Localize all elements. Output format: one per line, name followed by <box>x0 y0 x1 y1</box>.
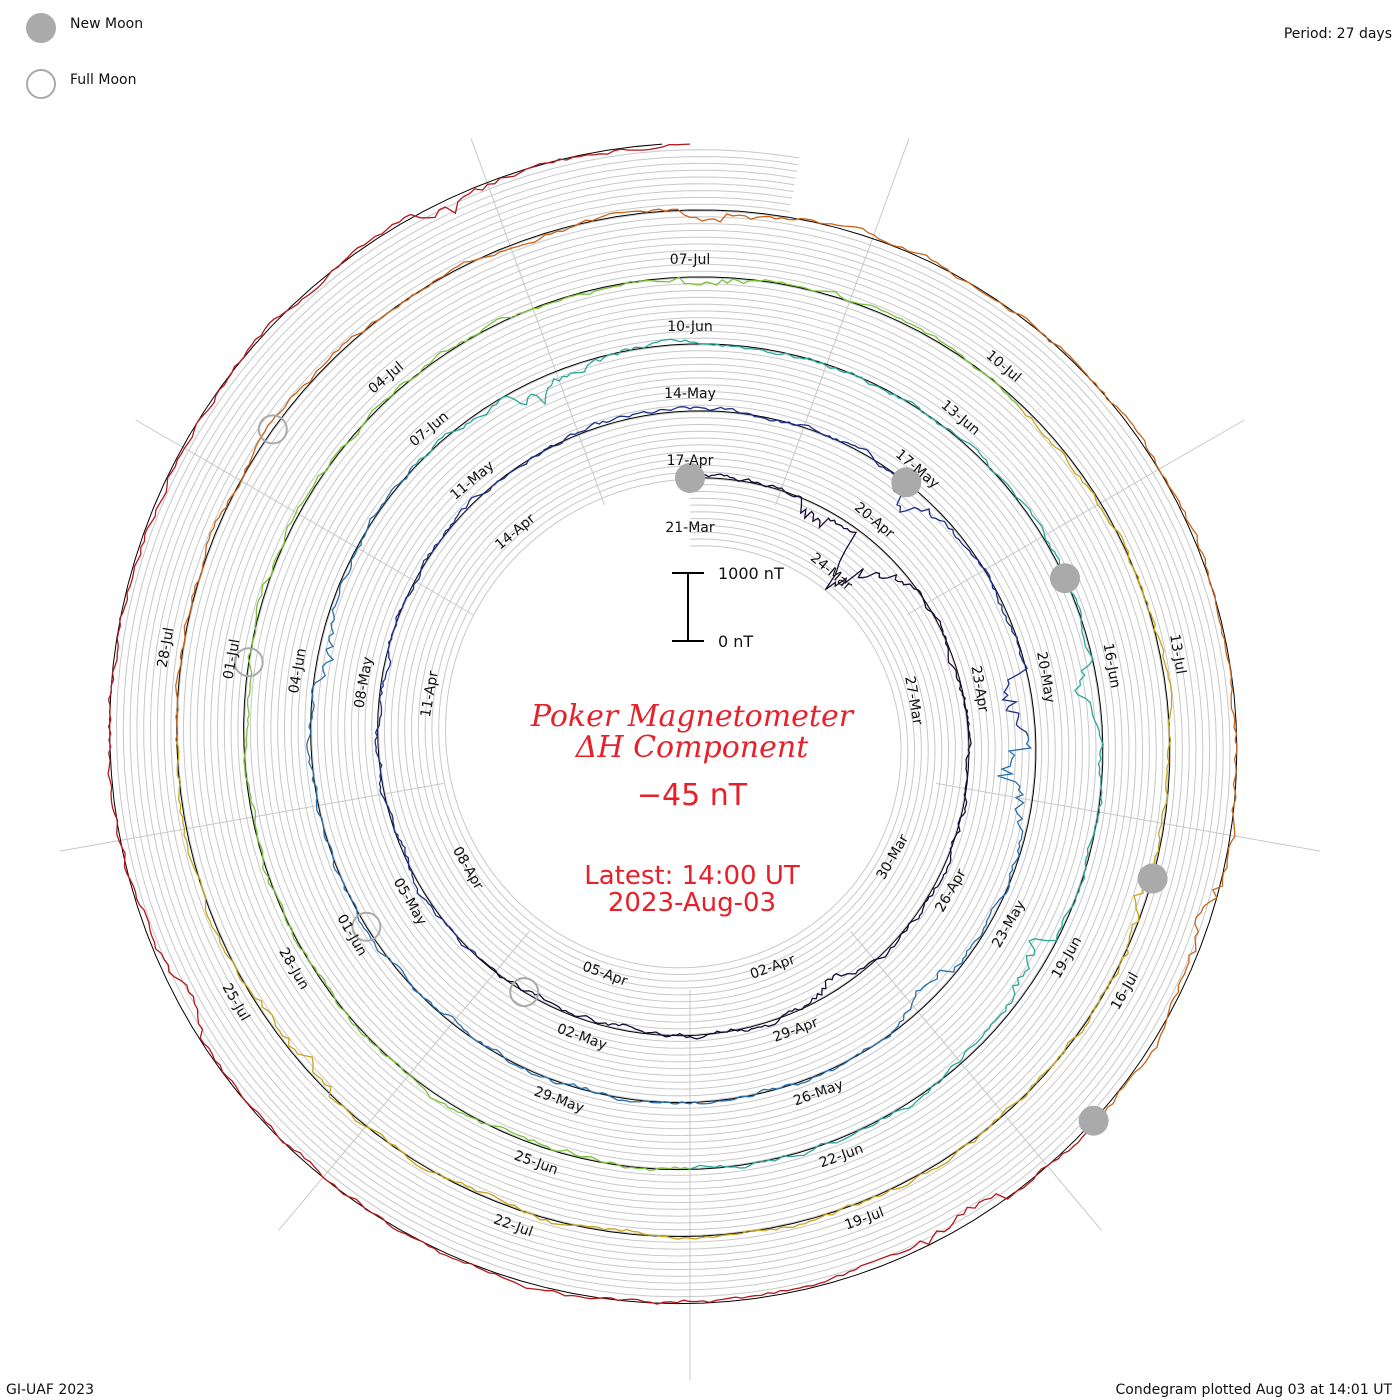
footer-credit: GI-UAF 2023 <box>6 1382 94 1398</box>
date-label: 17-Apr <box>667 453 714 469</box>
new-moon-icon <box>26 13 56 43</box>
full-moon-marker <box>257 414 288 445</box>
scale-bottom-label: 0 nT <box>718 632 753 651</box>
full-moon-marker <box>351 911 382 942</box>
grid-line <box>115 149 1231 1298</box>
radial-spoke <box>135 419 474 616</box>
baseline-spiral <box>109 143 1238 1305</box>
trace-segment <box>306 465 1033 1105</box>
date-label: 29-Apr <box>771 1015 821 1046</box>
date-label: 11-Apr <box>418 669 442 718</box>
date-label: 21-Mar <box>665 520 715 536</box>
full-moon-marker <box>233 647 264 678</box>
date-label: 14-May <box>664 386 716 402</box>
trace-segment <box>374 406 1029 957</box>
trace-segment <box>107 143 1088 1305</box>
radial-spoke <box>850 931 1102 1231</box>
date-label: 13-Jul <box>1166 633 1189 676</box>
radial-spoke <box>775 138 910 506</box>
period-label: Period: 27 days <box>1284 26 1392 42</box>
full-moon-label: Full Moon <box>70 72 136 88</box>
date-label: 07-Jul <box>670 252 711 268</box>
radial-spoke <box>278 931 530 1231</box>
grid-line <box>163 196 1183 1250</box>
full-moon-icon <box>26 69 56 99</box>
date-label: 28-Jul <box>155 626 178 669</box>
new-moon-label: New Moon <box>70 16 143 32</box>
grid-line <box>143 176 1204 1271</box>
date-label: 10-Jun <box>667 319 713 335</box>
grid-line <box>129 162 1217 1284</box>
date-label: 27-Mar <box>901 675 925 727</box>
grid-line <box>136 169 1211 1277</box>
scale-top-label: 1000 nT <box>718 564 784 583</box>
date-label: 20-May <box>1033 650 1058 704</box>
latest-date: 2023-Aug-03 <box>608 888 776 918</box>
chart-title: Poker Magnetometer <box>530 699 855 734</box>
radial-spoke <box>936 782 1321 852</box>
new-moon-marker <box>1137 863 1168 894</box>
grid-line <box>122 156 1224 1291</box>
spiral-grid <box>115 149 1231 1298</box>
radial-spoke <box>59 782 444 852</box>
spiral-baseline <box>109 143 1238 1305</box>
footer-plot-time: Condegram plotted Aug 03 at 14:01 UT <box>1116 1382 1393 1398</box>
date-label: 07-Jun <box>407 409 452 451</box>
radial-spokes <box>59 138 1321 1380</box>
new-moon-marker <box>891 467 922 498</box>
trace-segment <box>243 276 1020 1172</box>
new-moon-marker <box>1050 563 1080 594</box>
grid-line <box>177 210 1170 1237</box>
full-moon-marker <box>509 977 540 1008</box>
grid-line <box>149 183 1197 1264</box>
magnetometer-traces <box>107 143 1238 1305</box>
trace-segment <box>175 208 1238 1133</box>
new-moon-marker <box>675 463 705 493</box>
new-moon-marker <box>1078 1105 1109 1136</box>
radial-spoke <box>906 419 1245 616</box>
radial-spoke <box>470 138 605 506</box>
chart-subtitle: ΔH Component <box>575 730 809 765</box>
latest-time: Latest: 14:00 UT <box>584 861 800 891</box>
grid-line <box>170 203 1177 1243</box>
trace-segment <box>475 473 972 1040</box>
date-label: 01-Jul <box>221 638 244 681</box>
date-label: 02-Apr <box>748 952 798 983</box>
date-label: 04-Jun <box>286 647 310 695</box>
moon-markers <box>233 414 1168 1136</box>
date-label: 04-Jul <box>366 359 407 397</box>
date-label: 16-Jun <box>1100 642 1124 690</box>
grid-line <box>156 190 1190 1257</box>
current-value: −45 nT <box>637 778 748 813</box>
trace-segment <box>175 406 1173 1240</box>
